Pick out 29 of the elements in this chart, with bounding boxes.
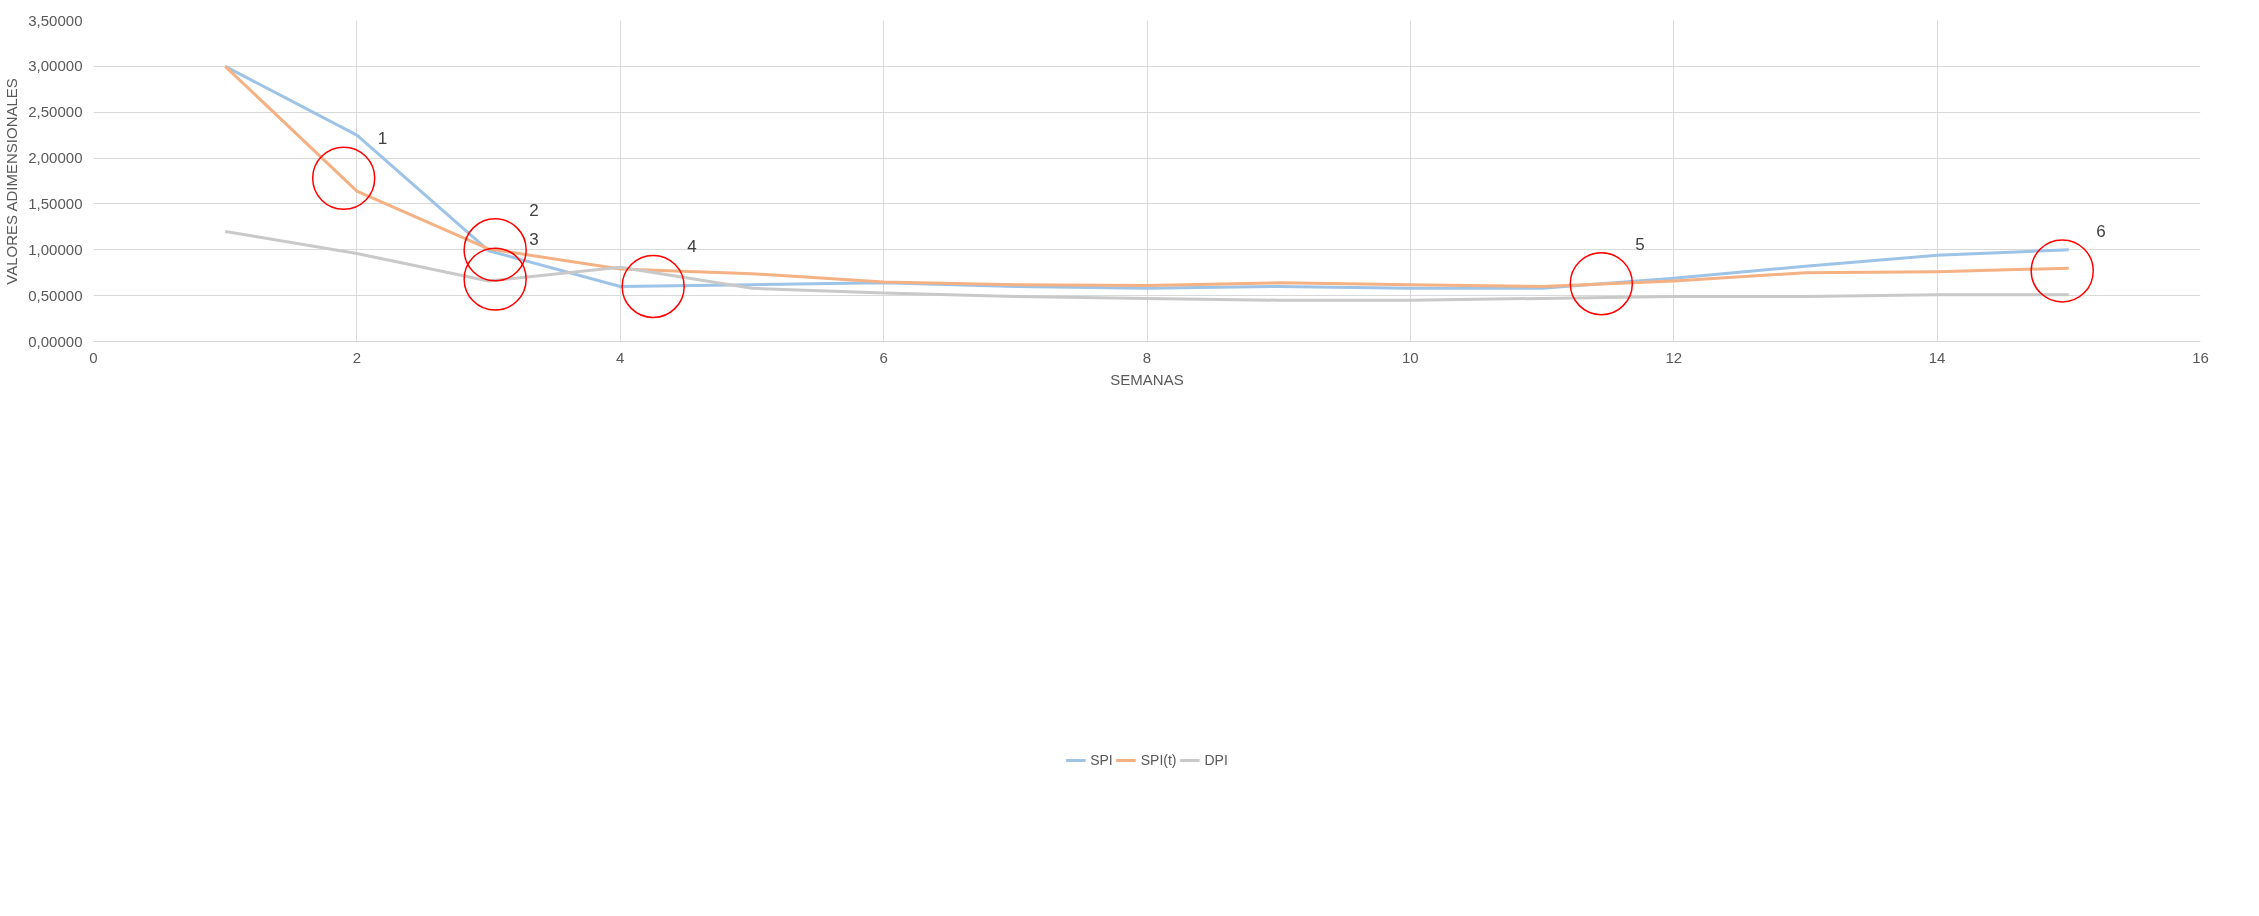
y-tick-label: 3,00000 (28, 57, 83, 75)
legend-label: SPI(t) (1140, 752, 1177, 768)
y-tick-label: 1,00000 (28, 240, 83, 258)
x-tick-label: 16 (2192, 348, 2209, 366)
x-tick-label: 4 (616, 348, 625, 366)
annotation: 3 (529, 230, 539, 250)
legend-label: SPI (1090, 752, 1113, 768)
x-tick-label: 8 (1142, 348, 1152, 366)
y-tick-label: 3,50000 (28, 11, 83, 29)
x-tick-label: 2 (352, 348, 362, 366)
y-tick-label: 2,50000 (28, 103, 83, 121)
y-tick-label: 1,50000 (28, 194, 83, 212)
x-axis-title: SEMANAS (1110, 370, 1184, 388)
annotation: 5 (1635, 234, 1645, 254)
x-tick-label: 12 (1665, 348, 1683, 366)
y-tick-label: 2,00000 (28, 149, 83, 167)
y-tick-label: 0,50000 (28, 286, 83, 304)
x-tick-label: 0 (89, 348, 98, 366)
annotation: 6 (2096, 221, 2106, 241)
annotation: 1 (377, 129, 388, 149)
line-series (223, 229, 2071, 302)
y-axis-title: VALORES ADIMENSIONALES (3, 78, 21, 285)
x-tick-label: 14 (1928, 348, 1946, 366)
x-tick-label: 6 (879, 348, 888, 366)
x-tick-label: 10 (1402, 348, 1419, 366)
legend-label: DPI (1204, 752, 1228, 768)
annotation: 2 (529, 200, 539, 220)
annotation: 4 (687, 237, 697, 257)
y-tick-label: 0,00000 (28, 332, 83, 350)
